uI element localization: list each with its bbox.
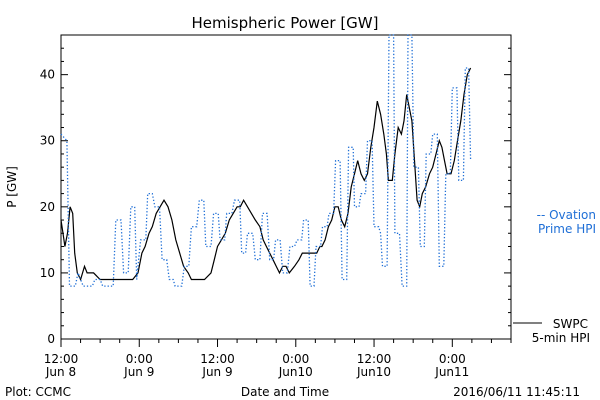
y-tick-label: 20 bbox=[40, 200, 55, 214]
y-tick-label: 0 bbox=[47, 332, 55, 346]
series-swpc-line bbox=[60, 67, 472, 282]
x-tick-label-date: Jun 9 bbox=[123, 365, 154, 379]
x-tick-label-date: Jun10 bbox=[278, 365, 313, 379]
footer-plot-credit: Plot: CCMC bbox=[5, 385, 71, 399]
y-tick-label: 40 bbox=[40, 68, 55, 82]
x-tick-label-time: 0:00 bbox=[282, 352, 309, 366]
series-ovation-line bbox=[60, 34, 472, 287]
legend-ovation-line2: Prime HPI bbox=[538, 222, 596, 236]
y-axis-label: P [GW] bbox=[5, 166, 19, 208]
y-axis: 0 10 20 30 40 bbox=[40, 34, 511, 346]
x-tick-label-date: Jun10 bbox=[356, 365, 391, 379]
legend-swpc-line1: SWPC bbox=[553, 317, 588, 331]
x-tick-label-date: Jun 9 bbox=[201, 365, 232, 379]
x-tick-label-time: 12:00 bbox=[200, 352, 235, 366]
x-tick-label-time: 12:00 bbox=[357, 352, 392, 366]
x-axis-label: Date and Time bbox=[241, 385, 329, 399]
x-tick-label-time: 0:00 bbox=[126, 352, 153, 366]
legend-swpc-line2: 5-min HPI bbox=[532, 331, 590, 345]
x-tick-label-date: Jun11 bbox=[434, 365, 469, 379]
series-layer bbox=[60, 34, 472, 287]
plot-frame bbox=[60, 34, 512, 340]
legend-ovation-line1: -- Ovation bbox=[537, 208, 596, 222]
x-tick-label-date: Jun 8 bbox=[45, 365, 76, 379]
y-tick-label: 30 bbox=[40, 134, 55, 148]
x-tick-label-time: 12:00 bbox=[44, 352, 79, 366]
chart-title: Hemispheric Power [GW] bbox=[192, 14, 379, 32]
footer-timestamp: 2016/06/11 11:45:11 bbox=[453, 385, 580, 399]
y-tick-label: 10 bbox=[40, 266, 55, 280]
x-tick-label-time: 0:00 bbox=[439, 352, 466, 366]
